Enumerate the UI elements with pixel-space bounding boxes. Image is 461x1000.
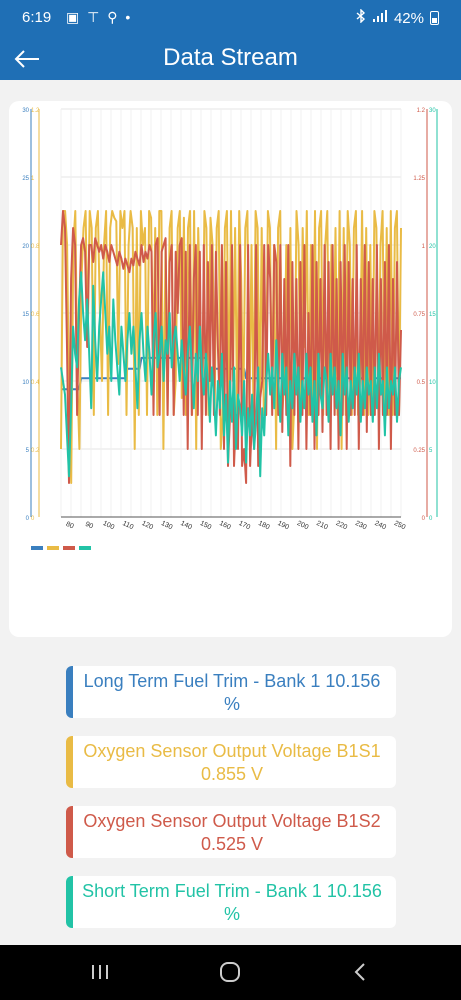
battery-percent: 42% — [393, 9, 424, 27]
x-tick-label: 250 — [393, 520, 407, 531]
card-label: Short Term Fuel Trim - Bank 1 10.156 % — [82, 881, 382, 924]
card-color-stripe — [66, 876, 73, 928]
x-tick-label: 140 — [179, 520, 193, 531]
card-label: Oxygen Sensor Output Voltage B1S1 0.855 … — [83, 741, 381, 784]
chevron-left-icon — [354, 963, 365, 981]
tick-label-red: 1 — [422, 244, 426, 250]
x-tick-label: 230 — [354, 520, 368, 531]
battery-icon — [430, 11, 439, 25]
x-tick-label: 220 — [335, 520, 349, 531]
card-color-stripe — [66, 806, 73, 858]
back-nav-button[interactable] — [340, 957, 380, 987]
tick-label-blue: 15 — [22, 312, 29, 318]
x-tick-label: 150 — [199, 520, 213, 531]
tick-label-yellow: 0.2 — [31, 448, 40, 454]
x-tick-label: 90 — [84, 521, 94, 531]
app-bar: Data Stream — [0, 38, 461, 80]
signal-icon — [372, 9, 388, 27]
tick-label-yellow: 0.8 — [31, 244, 40, 250]
x-tick-label: 120 — [141, 520, 155, 531]
tick-label-blue: 0 — [26, 516, 30, 522]
recent-apps-button[interactable] — [80, 957, 120, 987]
x-tick-label: 130 — [160, 520, 174, 531]
tick-label-teal: 0 — [429, 516, 433, 522]
value-cards: Long Term Fuel Trim - Bank 1 10.156 % Ox… — [66, 666, 396, 946]
back-button[interactable] — [10, 42, 44, 76]
status-right: 42% — [356, 8, 439, 27]
legend-swatch — [79, 546, 91, 550]
tick-label-teal: 30 — [429, 108, 436, 114]
tick-label-blue: 30 — [22, 108, 29, 114]
card-color-stripe — [66, 666, 73, 718]
tick-label-red: 0 — [422, 516, 426, 522]
x-tick-label: 110 — [121, 520, 134, 531]
x-tick-label: 240 — [373, 520, 387, 531]
x-tick-label: 200 — [296, 520, 310, 531]
x-tick-label: 80 — [65, 521, 75, 531]
tick-label-blue: 25 — [22, 176, 29, 182]
series-line-stft — [60, 271, 402, 478]
tick-label-red: 0.75 — [413, 312, 425, 318]
tick-label-yellow: 0 — [31, 516, 35, 522]
system-nav-bar — [0, 945, 461, 1000]
notification-icons: ▣ ⊤ ⚲ • — [66, 9, 133, 25]
tick-label-teal: 20 — [429, 244, 436, 250]
tick-label-teal: 15 — [429, 312, 436, 318]
tick-label-blue: 20 — [22, 244, 29, 250]
card-color-stripe — [66, 736, 73, 788]
bluetooth-icon — [356, 8, 366, 27]
home-icon — [220, 962, 240, 982]
status-bar: 6:19 ▣ ⊤ ⚲ • 42% — [0, 0, 461, 38]
card-short-term-fuel-trim[interactable]: Short Term Fuel Trim - Bank 1 10.156 % — [66, 876, 396, 928]
tick-label-red: 1.2 — [417, 108, 426, 114]
card-label: Long Term Fuel Trim - Bank 1 10.156 % — [83, 671, 381, 714]
tick-label-blue: 10 — [22, 380, 29, 386]
x-tick-label: 190 — [276, 520, 290, 531]
tick-label-teal: 5 — [429, 448, 433, 454]
card-o2-b1s1[interactable]: Oxygen Sensor Output Voltage B1S1 0.855 … — [66, 736, 396, 788]
home-button[interactable] — [210, 957, 250, 987]
x-tick-label: 100 — [102, 520, 116, 531]
legend-swatch — [31, 546, 43, 550]
x-tick-label: 170 — [238, 520, 252, 531]
x-tick-label: 210 — [315, 520, 329, 531]
card-long-term-fuel-trim[interactable]: Long Term Fuel Trim - Bank 1 10.156 % — [66, 666, 396, 718]
tick-label-yellow: 0.6 — [31, 312, 40, 318]
tick-label-red: 0.5 — [417, 380, 426, 386]
data-stream-chart: 05101520253000.20.40.60.811.200.250.50.7… — [22, 108, 438, 550]
legend-swatch — [47, 546, 59, 550]
x-tick-label: 180 — [257, 520, 271, 531]
tick-label-red: 1.25 — [413, 176, 425, 182]
status-time: 6:19 — [22, 9, 52, 26]
back-arrow-icon — [14, 50, 39, 68]
x-tick-label: 160 — [218, 520, 232, 531]
legend-swatch — [63, 546, 75, 550]
chart-card: 0 5 10 15 20 25 30 0 0.2 0.4 0.6 0.8 1 1.2 0 0.25 0.5 0.7… — [9, 101, 452, 637]
recent-apps-icon — [92, 965, 108, 979]
tick-label-yellow: 1.2 — [31, 108, 40, 114]
tick-label-yellow: 1 — [31, 176, 35, 182]
tick-label-yellow: 0.4 — [31, 380, 40, 386]
series-line-o2-b1s2 — [60, 210, 402, 484]
tick-label-teal: 10 — [429, 380, 436, 386]
card-o2-b1s2[interactable]: Oxygen Sensor Output Voltage B1S2 0.525 … — [66, 806, 396, 858]
tick-label-red: 0.25 — [413, 448, 425, 454]
page-title: Data Stream — [163, 44, 298, 71]
card-label: Oxygen Sensor Output Voltage B1S2 0.525 … — [83, 811, 381, 854]
tick-label-blue: 5 — [26, 448, 30, 454]
